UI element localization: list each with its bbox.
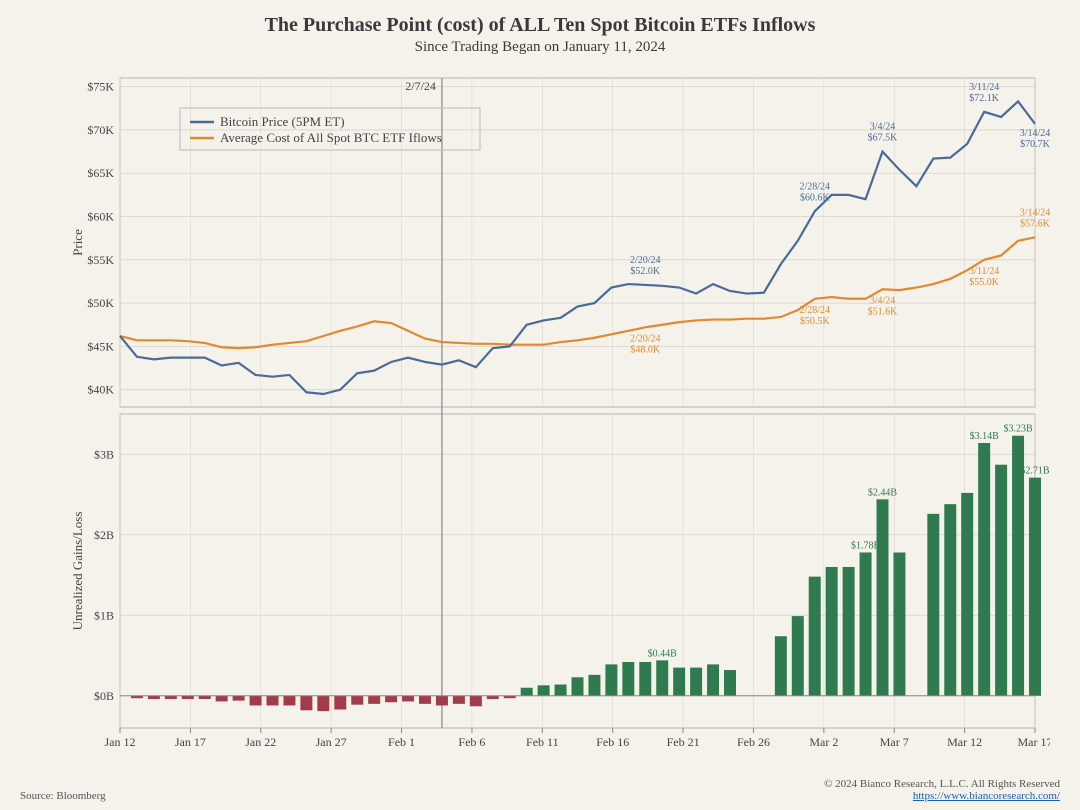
svg-text:Feb 11: Feb 11	[526, 735, 559, 749]
svg-text:$65K: $65K	[87, 166, 114, 180]
svg-text:$60K: $60K	[87, 210, 114, 224]
svg-text:$1B: $1B	[94, 608, 114, 622]
svg-text:2/20/24: 2/20/24	[630, 255, 661, 266]
svg-text:3/11/24: 3/11/24	[969, 82, 999, 93]
svg-text:$0B: $0B	[94, 689, 114, 703]
copyright-text: © 2024 Bianco Research, L.L.C. All Right…	[824, 778, 1060, 790]
svg-text:$40K: $40K	[87, 383, 114, 397]
svg-text:Feb 26: Feb 26	[737, 735, 770, 749]
svg-text:2/28/24: 2/28/24	[799, 181, 830, 192]
svg-text:Feb 16: Feb 16	[596, 735, 629, 749]
svg-text:Jan 22: Jan 22	[245, 735, 276, 749]
svg-text:Price: Price	[70, 229, 85, 256]
chart-subtitle: Since Trading Began on January 11, 2024	[0, 39, 1080, 56]
svg-text:3/4/24: 3/4/24	[870, 122, 896, 133]
source-label: Source: Bloomberg	[20, 790, 106, 802]
svg-text:$72.1K: $72.1K	[969, 93, 1000, 104]
svg-text:$2.44B: $2.44B	[868, 487, 898, 498]
svg-text:$2B: $2B	[94, 528, 114, 542]
svg-text:$55K: $55K	[87, 253, 114, 267]
svg-text:Feb 21: Feb 21	[667, 735, 700, 749]
svg-text:$70K: $70K	[87, 123, 114, 137]
svg-text:$50.5K: $50.5K	[800, 316, 831, 327]
svg-text:Feb 6: Feb 6	[458, 735, 485, 749]
svg-text:Jan 17: Jan 17	[175, 735, 206, 749]
svg-text:$48.0K: $48.0K	[630, 344, 661, 355]
svg-text:Mar 7: Mar 7	[880, 735, 909, 749]
chart-title: The Purchase Point (cost) of ALL Ten Spo…	[0, 0, 1080, 37]
svg-text:3/14/24: 3/14/24	[1020, 128, 1050, 139]
svg-text:$50K: $50K	[87, 296, 114, 310]
svg-text:3/14/24: 3/14/24	[1020, 207, 1050, 218]
svg-text:3/11/24: 3/11/24	[969, 266, 999, 277]
svg-text:$67.5K: $67.5K	[868, 133, 899, 144]
svg-text:$55.0K: $55.0K	[969, 277, 1000, 288]
copyright-label: © 2024 Bianco Research, L.L.C. All Right…	[824, 778, 1060, 802]
svg-text:Jan 27: Jan 27	[316, 735, 347, 749]
source-link[interactable]: https://www.biancoresearch.com/	[913, 790, 1060, 802]
svg-text:$57.6K: $57.6K	[1020, 218, 1050, 229]
svg-text:Jan 12: Jan 12	[105, 735, 136, 749]
svg-text:2/20/24: 2/20/24	[630, 333, 661, 344]
svg-text:$3.23B: $3.23B	[1003, 424, 1033, 435]
svg-text:$2.71B: $2.71B	[1020, 466, 1050, 477]
svg-text:$1.78B: $1.78B	[851, 540, 881, 551]
svg-text:Mar 12: Mar 12	[947, 735, 982, 749]
svg-text:Mar 2: Mar 2	[809, 735, 838, 749]
svg-text:2/28/24: 2/28/24	[799, 305, 830, 316]
svg-text:$3.14B: $3.14B	[970, 431, 1000, 442]
svg-text:2/7/24: 2/7/24	[405, 79, 436, 93]
chart-container: $40K $45K $50K $55K $60K $65K $70K $75K Price $0B…	[70, 68, 1050, 768]
svg-text:$51.6K: $51.6K	[868, 306, 899, 317]
svg-text:$70.7K: $70.7K	[1020, 139, 1050, 150]
svg-text:Average Cost of All Spot BTC E: Average Cost of All Spot BTC ETF Iflows	[220, 130, 442, 145]
svg-text:$45K: $45K	[87, 339, 114, 353]
svg-text:Mar 17: Mar 17	[1018, 735, 1051, 749]
svg-text:$0.44B: $0.44B	[648, 648, 678, 659]
svg-text:Unrealized Gains/Loss: Unrealized Gains/Loss	[70, 512, 85, 631]
svg-text:$52.0K: $52.0K	[630, 266, 661, 277]
svg-text:Bitcoin Price (5PM ET): Bitcoin Price (5PM ET)	[220, 114, 345, 129]
svg-text:$60.6K: $60.6K	[800, 192, 831, 203]
svg-text:$3B: $3B	[94, 447, 114, 461]
chart-svg: $40K $45K $50K $55K $60K $65K $70K $75K Price $0B…	[70, 68, 1050, 768]
svg-text:Feb 1: Feb 1	[388, 735, 415, 749]
svg-text:3/4/24: 3/4/24	[870, 295, 896, 306]
svg-text:$75K: $75K	[87, 80, 114, 94]
